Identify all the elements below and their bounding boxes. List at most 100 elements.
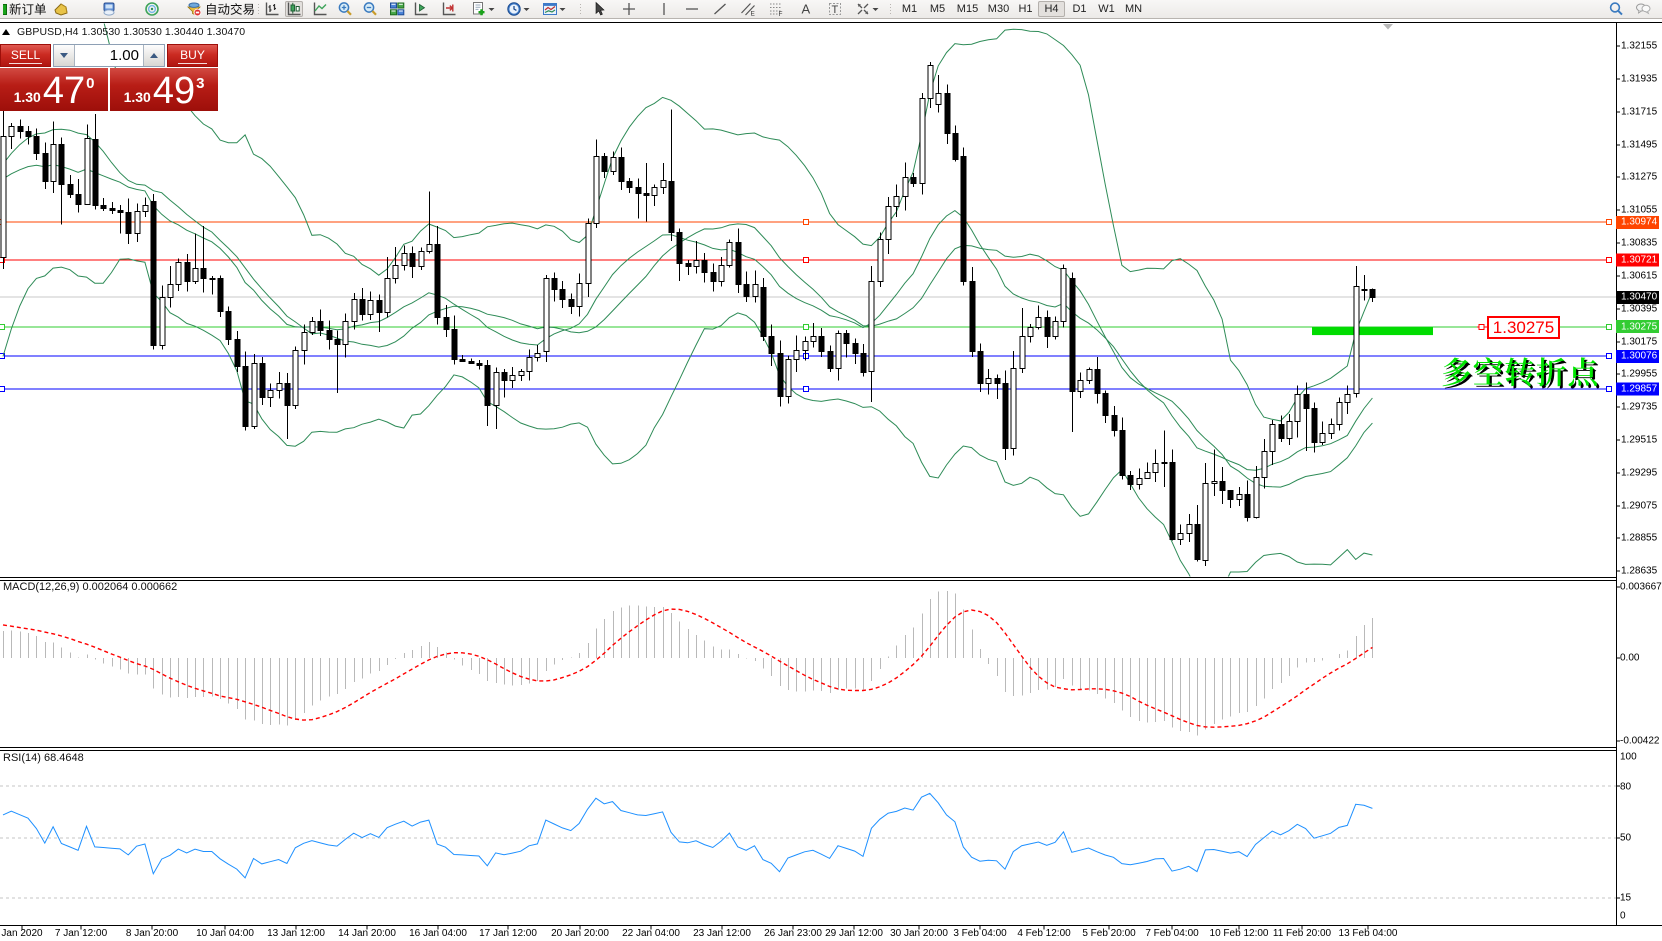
- cursor-button[interactable]: [590, 1, 608, 17]
- candle: [234, 339, 241, 367]
- buy-price[interactable]: 1.30 49 3: [110, 68, 218, 111]
- strategy-tester-button[interactable]: [143, 1, 161, 17]
- candle: [476, 363, 483, 366]
- volume-decrease-button[interactable]: [54, 45, 75, 66]
- hline-handle[interactable]: [0, 353, 5, 359]
- ma-line: [2, 164, 1373, 471]
- timeframe-d1-button[interactable]: D1: [1072, 3, 1087, 15]
- candle: [568, 299, 575, 307]
- vertical-line-button[interactable]: [655, 1, 673, 17]
- timeframe-m5-button[interactable]: M5: [929, 3, 946, 15]
- hline-handle[interactable]: [0, 324, 5, 330]
- hline-handle[interactable]: [0, 386, 5, 392]
- profiles-button[interactable]: [52, 1, 70, 17]
- search-button[interactable]: [1607, 1, 1625, 17]
- hline-handle[interactable]: [803, 219, 809, 225]
- label-button[interactable]: T: [826, 1, 844, 17]
- chat-icon: [1636, 3, 1651, 15]
- sell-price[interactable]: 1.30 47 0: [0, 68, 108, 111]
- hline-handle[interactable]: [803, 386, 809, 392]
- fibonacci-button[interactable]: F: [767, 1, 785, 17]
- sell-button[interactable]: SELL: [0, 44, 51, 67]
- candle: [217, 278, 224, 312]
- annotation-text[interactable]: [1441, 352, 1601, 392]
- candle: [1303, 394, 1310, 409]
- timeframe-m30-button[interactable]: M30: [987, 3, 1010, 15]
- timeframe-h1-button[interactable]: H1: [1018, 3, 1033, 15]
- dropdown-arrow-icon: [872, 8, 879, 11]
- candle: [534, 353, 541, 358]
- arrows-button[interactable]: [854, 1, 881, 17]
- toolbar-grip: [256, 2, 261, 16]
- candlestick-chart-button[interactable]: [285, 1, 303, 17]
- new-order-button[interactable]: [1, 1, 51, 17]
- green-zone[interactable]: [1312, 327, 1433, 336]
- candle: [175, 262, 182, 285]
- candle: [1161, 462, 1168, 464]
- candle: [1194, 524, 1201, 560]
- terminal-button[interactable]: [100, 1, 118, 17]
- timeframe-mn-button[interactable]: MN: [1124, 3, 1143, 15]
- terminal-icon: [103, 2, 115, 16]
- timeframe-h4-button[interactable]: H4: [1038, 1, 1065, 17]
- price-axis-label: 1.30175: [1621, 336, 1658, 347]
- hline-handle[interactable]: [803, 324, 809, 330]
- crosshair-button[interactable]: [620, 1, 638, 17]
- candle: [818, 336, 825, 352]
- autotrading-button[interactable]: [184, 1, 259, 17]
- candle: [334, 339, 341, 345]
- price-axis-label: 1.31275: [1621, 171, 1658, 183]
- indicators-button[interactable]: [470, 1, 497, 17]
- price-badge: [1616, 382, 1659, 396]
- candle: [292, 350, 299, 406]
- hline-handle[interactable]: [1606, 219, 1612, 225]
- text-button[interactable]: A: [797, 1, 815, 17]
- candle: [384, 278, 391, 313]
- candle: [267, 390, 274, 398]
- hline-handle[interactable]: [1606, 353, 1612, 359]
- timeframe-m1-button[interactable]: M1: [901, 3, 918, 15]
- line-chart-button[interactable]: [311, 1, 329, 17]
- candle: [651, 187, 658, 196]
- hline-handle[interactable]: [1606, 324, 1612, 330]
- candle: [743, 284, 750, 297]
- hline-handle[interactable]: [1606, 386, 1612, 392]
- periods-button[interactable]: [505, 1, 532, 17]
- hline-handle[interactable]: [803, 257, 809, 263]
- zoom-in-button[interactable]: [336, 1, 354, 17]
- buy-button[interactable]: BUY: [167, 44, 218, 67]
- bollinger-middle: [2, 128, 1373, 488]
- timeframe-w1-button[interactable]: W1: [1098, 3, 1115, 15]
- volume-value[interactable]: 1.00: [109, 47, 139, 64]
- price-badge: [1616, 215, 1659, 229]
- chat-button[interactable]: [1634, 1, 1652, 17]
- trendline-button[interactable]: [711, 1, 729, 17]
- price-axis-label: 1.30395: [1621, 303, 1658, 315]
- price-badge-label: 1.29857: [1621, 383, 1658, 395]
- candle: [785, 359, 792, 397]
- channel-button[interactable]: E: [739, 1, 757, 17]
- time-axis-label: 29 Jan 12:00: [825, 928, 883, 939]
- candle: [1294, 394, 1301, 422]
- auto-scroll-button[interactable]: [412, 1, 430, 17]
- chart-shift-button[interactable]: [440, 1, 458, 17]
- dropdown-arrow-icon: [488, 8, 495, 11]
- autotrading-label: [205, 1, 257, 17]
- candle: [885, 206, 892, 240]
- timeframe-m15-button[interactable]: M15: [956, 3, 979, 15]
- templates-button[interactable]: [541, 1, 568, 17]
- bar-chart-button[interactable]: [263, 1, 281, 17]
- tile-windows-button[interactable]: [388, 1, 406, 17]
- candle: [75, 194, 82, 205]
- macd-scale-max: 0.003667: [1620, 581, 1662, 593]
- zoom-out-button[interactable]: [361, 1, 379, 17]
- horizontal-line-button[interactable]: [683, 1, 701, 17]
- hline-handle[interactable]: [1606, 257, 1612, 263]
- line-chart-icon: [313, 2, 327, 16]
- volume-increase-button[interactable]: [143, 45, 164, 66]
- price-flag[interactable]: 1.30275: [1487, 316, 1560, 339]
- candle: [1311, 408, 1318, 443]
- ohlc-open: 1.30530: [81, 26, 121, 38]
- price-badge: [1616, 253, 1659, 267]
